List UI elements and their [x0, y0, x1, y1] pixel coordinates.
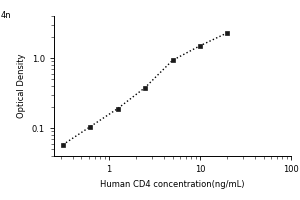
X-axis label: Human CD4 concentration(ng/mL): Human CD4 concentration(ng/mL) — [100, 180, 245, 189]
Y-axis label: Optical Density: Optical Density — [17, 54, 26, 118]
Text: 4n: 4n — [1, 11, 11, 21]
